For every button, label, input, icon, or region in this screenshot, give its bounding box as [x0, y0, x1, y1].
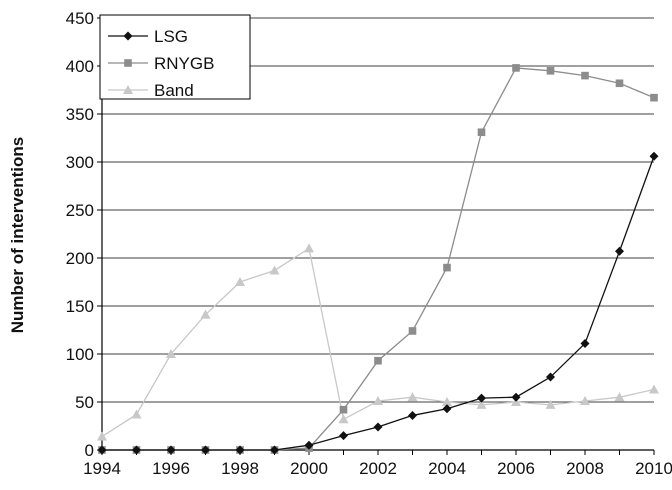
y-tick-label: 150: [66, 297, 94, 316]
point-rnygb: [409, 327, 417, 335]
point-band: [270, 265, 280, 274]
y-axis-title: Number of interventions: [8, 137, 27, 333]
point-rnygb: [478, 128, 486, 136]
point-lsg: [615, 247, 624, 256]
point-band: [97, 432, 107, 441]
x-tick-label: 1994: [83, 459, 121, 478]
x-tick-label: 2000: [290, 459, 328, 478]
y-tick-label: 100: [66, 345, 94, 364]
series-line-lsg: [102, 156, 654, 450]
point-rnygb: [340, 406, 348, 414]
series-line-rnygb: [102, 68, 654, 450]
point-rnygb: [512, 64, 520, 72]
point-band: [339, 414, 349, 423]
x-tick-label: 2008: [566, 459, 604, 478]
point-rnygb: [581, 72, 589, 80]
x-tick-label: 2004: [428, 459, 466, 478]
point-lsg: [374, 422, 383, 431]
point-band: [649, 385, 659, 394]
point-band: [304, 243, 314, 252]
legend-label-rnygb: RNYGB: [154, 54, 214, 73]
series-group: [97, 64, 659, 454]
point-lsg: [650, 152, 659, 161]
y-tick-label: 200: [66, 249, 94, 268]
point-rnygb: [374, 357, 382, 365]
y-tick-label: 50: [75, 393, 94, 412]
point-rnygb: [650, 94, 658, 102]
y-tick-label: 250: [66, 201, 94, 220]
point-rnygb: [443, 264, 451, 272]
x-tick-label: 1998: [221, 459, 259, 478]
series-line-band: [102, 248, 654, 436]
point-band: [132, 409, 142, 418]
legend-label-lsg: LSG: [154, 27, 188, 46]
point-rnygb: [616, 79, 624, 87]
x-tick-label: 2006: [497, 459, 535, 478]
point-lsg: [408, 411, 417, 420]
y-tick-label: 350: [66, 105, 94, 124]
point-lsg: [339, 431, 348, 440]
point-band: [408, 392, 418, 401]
legend: LSG RNYGB Band: [100, 15, 250, 100]
x-tick-label: 1996: [152, 459, 190, 478]
point-lsg: [512, 393, 521, 402]
x-axis-ticks: 1994 1996 1998 2000 2002 2004 2006 2008 2010: [83, 450, 672, 478]
x-tick-label: 2002: [359, 459, 397, 478]
y-tick-label: 0: [85, 441, 94, 460]
y-tick-label: 450: [66, 9, 94, 28]
point-rnygb: [547, 67, 555, 75]
y-axis-ticks: 0 50 100 150 200 250 300 350 400 450: [66, 9, 102, 460]
legend-label-band: Band: [154, 81, 194, 100]
y-tick-label: 300: [66, 153, 94, 172]
point-lsg: [477, 394, 486, 403]
x-tick-label: 2010: [635, 459, 672, 478]
y-tick-label: 400: [66, 57, 94, 76]
legend-marker-rnygb: [124, 59, 132, 67]
